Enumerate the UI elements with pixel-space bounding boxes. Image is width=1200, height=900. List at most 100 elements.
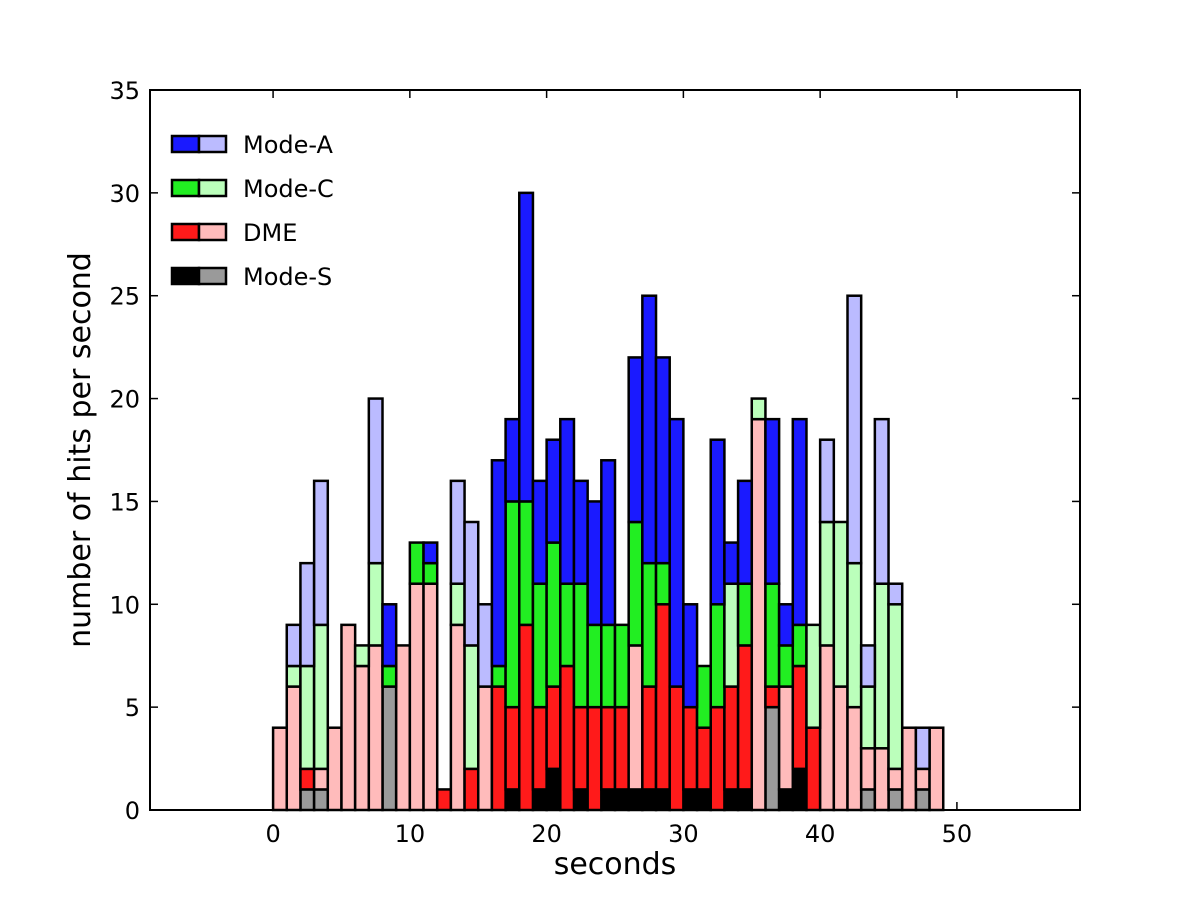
bar-mode-a-27 (641, 294, 658, 565)
bar-mode-c-31 (695, 664, 712, 729)
bar-mode-c-16 (490, 664, 507, 688)
bar-mode-c-22 (572, 582, 589, 709)
bar-dme-42 (846, 705, 863, 812)
bar-dme-30 (682, 705, 699, 791)
bar-mode-a-20 (545, 438, 562, 544)
bar-dme-15 (476, 685, 494, 812)
bar-mode-s-19 (531, 788, 548, 812)
bar-dme-37 (777, 685, 795, 791)
y-tick-label: 0 (125, 797, 140, 825)
plot-frame (149, 89, 1081, 811)
bar-mode-c-19 (531, 582, 548, 709)
bar-mode-s-28 (654, 788, 671, 812)
bar-mode-c-35 (750, 397, 767, 421)
bar-mode-a-22 (572, 479, 589, 585)
bar-mode-a-37 (777, 603, 795, 647)
bar-mode-c-38 (791, 623, 808, 668)
x-tick-label: 40 (805, 820, 836, 848)
bar-mode-c-33 (723, 582, 740, 688)
bar-mode-c-1 (285, 664, 302, 688)
bar-dme-16 (490, 685, 507, 812)
bar-mode-a-11 (422, 541, 439, 565)
bar-mode-s-24 (600, 788, 617, 812)
bar-mode-c-8 (381, 664, 398, 688)
bar-mode-a-47 (914, 726, 931, 771)
bar-mode-s-45 (887, 788, 904, 812)
bar-dme-27 (641, 685, 658, 791)
bar-mode-c-23 (586, 623, 603, 709)
bar-mode-a-33 (723, 541, 740, 585)
bar-dme-46 (900, 726, 918, 812)
bar-mode-a-3 (312, 479, 330, 627)
bar-mode-a-21 (559, 417, 576, 585)
legend-label-dme: DME (243, 219, 297, 247)
legend-swatch-mode-a-main (170, 134, 201, 154)
bar-mode-s-34 (736, 788, 754, 812)
bar-dme-32 (709, 705, 726, 812)
bar-dme-13 (449, 623, 466, 812)
bar-mode-c-20 (545, 541, 562, 688)
bar-mode-c-14 (463, 644, 480, 771)
bar-mode-c-41 (832, 520, 849, 688)
bar-mode-s-43 (859, 788, 877, 812)
bar-dme-38 (791, 664, 808, 771)
bar-mode-c-2 (299, 664, 316, 771)
bar-mode-a-26 (627, 356, 644, 524)
bar-mode-c-27 (641, 561, 658, 688)
legend-label-mode-c: Mode-C (243, 175, 334, 203)
bar-mode-a-8 (381, 603, 398, 668)
legend-swatch-mode-c-light (197, 178, 228, 198)
bar-mode-s-31 (695, 788, 712, 812)
bar-dme-24 (600, 705, 617, 791)
y-tick-label: 15 (109, 488, 140, 516)
bar-mode-c-7 (367, 561, 384, 647)
bar-mode-a-38 (791, 417, 808, 627)
x-tick-label: 50 (942, 820, 973, 848)
bar-dme-22 (572, 705, 589, 791)
legend-swatch-mode-s-main (170, 266, 201, 286)
bar-mode-a-17 (504, 417, 521, 503)
bar-dme-36 (764, 685, 781, 709)
bar-mode-c-40 (818, 520, 836, 647)
bar-dme-21 (559, 664, 576, 812)
bar-dme-35 (750, 417, 767, 812)
bar-mode-s-8 (381, 685, 398, 812)
bar-dme-26 (627, 644, 644, 791)
bar-dme-4 (326, 726, 343, 812)
bar-mode-a-28 (654, 356, 671, 565)
bar-mode-s-47 (914, 788, 931, 812)
x-tick-label: 10 (395, 820, 426, 848)
bar-mode-a-15 (476, 603, 494, 688)
bar-mode-a-1 (285, 623, 302, 668)
bar-mode-c-24 (600, 623, 617, 709)
bar-mode-s-3 (312, 788, 330, 812)
bar-dme-39 (805, 726, 822, 812)
bar-mode-c-44 (873, 582, 890, 750)
bar-mode-s-30 (682, 788, 699, 812)
bar-mode-s-22 (572, 788, 589, 812)
bar-mode-c-32 (709, 603, 726, 709)
bar-dme-10 (408, 582, 425, 812)
legend-label-mode-a: Mode-A (243, 131, 334, 159)
legend-swatch-dme-light (197, 222, 228, 242)
bar-dme-3 (312, 767, 330, 791)
y-tick-label: 20 (109, 386, 140, 414)
axis-ticks: 0 10 20 30 40 50 0 5 10 15 20 25 30 35 (109, 77, 1080, 848)
bar-dme-2 (299, 767, 316, 791)
bar-mode-s-25 (613, 788, 630, 812)
x-tick-label: 20 (531, 820, 562, 848)
bar-dme-19 (531, 705, 548, 791)
bar-mode-c-18 (518, 500, 535, 627)
bar-mode-a-2 (299, 561, 316, 668)
y-tick-label: 25 (109, 283, 140, 311)
bar-dme-40 (818, 644, 836, 812)
x-tick-label: 0 (265, 820, 280, 848)
bar-mode-c-42 (846, 561, 863, 709)
y-tick-label: 35 (109, 77, 140, 105)
bar-mode-a-43 (859, 644, 877, 688)
bar-mode-c-34 (736, 582, 754, 647)
bar-mode-a-23 (586, 500, 603, 627)
bar-mode-c-28 (654, 561, 671, 606)
bar-dme-33 (723, 685, 740, 791)
